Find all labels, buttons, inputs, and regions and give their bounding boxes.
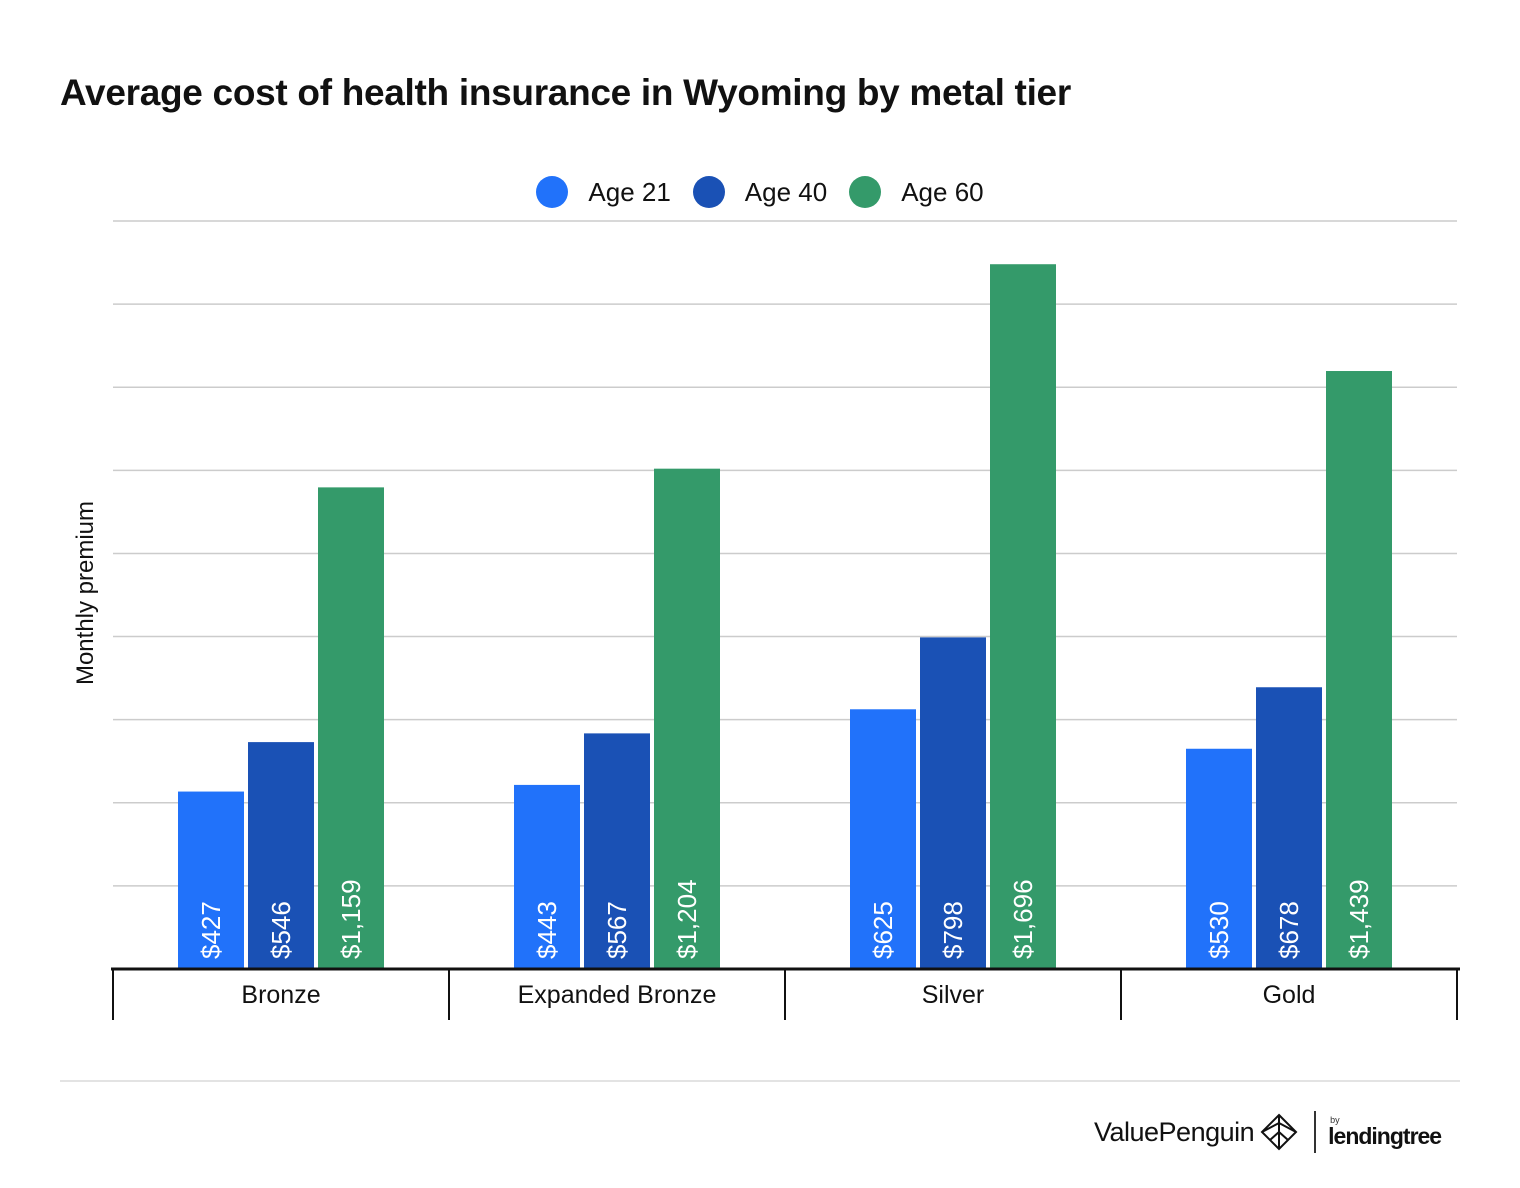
- bar: [1256, 687, 1322, 969]
- bar: [850, 709, 916, 969]
- bar-value-label: $427: [196, 901, 226, 959]
- legend-item-age-21: Age 21: [536, 176, 671, 208]
- bar-value-label: $1,696: [1008, 879, 1038, 959]
- legend-label-age-60: Age 60: [901, 176, 984, 207]
- bar: [248, 742, 314, 969]
- legend: Age 21 Age 40 Age 60: [0, 176, 1520, 208]
- x-tick-label: Silver: [922, 981, 985, 1009]
- bar: [318, 487, 384, 969]
- brand-separator: [1314, 1111, 1317, 1153]
- bar: [1186, 748, 1252, 969]
- chart-title: Average cost of health insurance in Wyom…: [60, 72, 1071, 113]
- x-tick-label: Gold: [1263, 981, 1316, 1009]
- bar: [990, 264, 1056, 969]
- lendingtree-by-label: by: [1330, 1115, 1340, 1125]
- bar-value-label: $567: [602, 901, 632, 959]
- bar-value-label: $1,439: [1344, 879, 1374, 959]
- x-tick-label: Expanded Bronze: [518, 981, 717, 1009]
- bar: [1326, 371, 1392, 969]
- bar: [654, 468, 720, 969]
- legend-item-age-40: Age 40: [692, 176, 828, 208]
- bar-value-label: $530: [1204, 901, 1234, 959]
- bar-value-label: $546: [266, 901, 296, 959]
- bar-value-label: $798: [938, 901, 968, 959]
- lendingtree-logo: by lendingtree: [1328, 1115, 1442, 1149]
- bar-value-label: $625: [868, 901, 898, 959]
- legend-item-age-60: Age 60: [849, 176, 984, 208]
- bar-value-label: $1,204: [672, 879, 702, 959]
- x-tick-label: Bronze: [241, 981, 320, 1009]
- legend-swatch-age-40: [692, 176, 725, 208]
- legend-swatch-age-21: [536, 176, 569, 208]
- bar-value-label: $1,159: [336, 879, 366, 959]
- bar-value-label: $443: [532, 901, 562, 959]
- bar: [514, 784, 580, 969]
- brand-logo: ValuePenguin by lendingtree: [1094, 1110, 1442, 1154]
- bar-value-label: $678: [1274, 901, 1304, 959]
- lendingtree-wordmark: lendingtree: [1328, 1123, 1442, 1149]
- valuepenguin-logo-icon: [1260, 1113, 1298, 1151]
- legend-label-age-21: Age 21: [588, 176, 671, 207]
- bar: [178, 791, 244, 969]
- bar: [920, 637, 986, 969]
- legend-swatch-age-60: [849, 176, 882, 208]
- valuepenguin-wordmark: ValuePenguin: [1094, 1116, 1255, 1147]
- footer-divider: [60, 1080, 1460, 1082]
- bar: [584, 733, 650, 969]
- legend-label-age-40: Age 40: [744, 176, 828, 207]
